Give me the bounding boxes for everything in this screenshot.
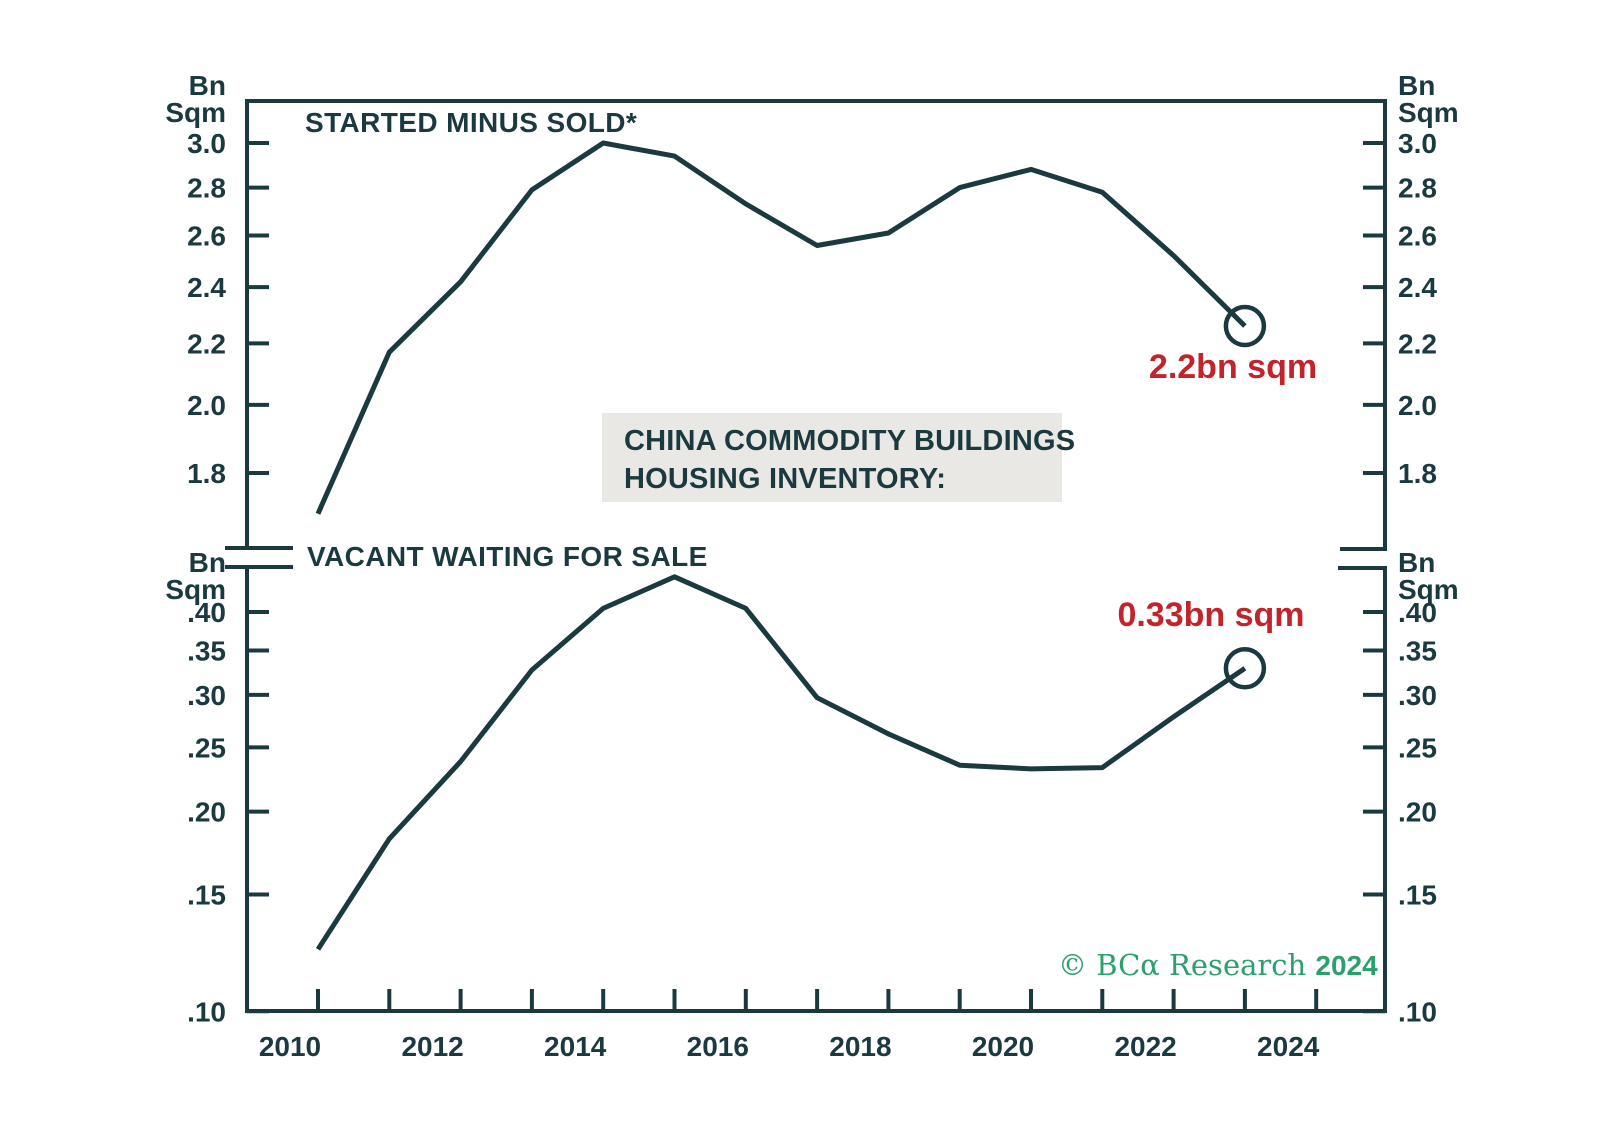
y-tick-label: .20	[187, 797, 226, 828]
x-tick-label: 2024	[1257, 1031, 1320, 1062]
vacant-waiting-for-sale-end-marker	[1223, 647, 1267, 690]
y-tick-label: 2.4	[1398, 272, 1437, 303]
y-tick-label: 2.6	[1398, 220, 1437, 251]
y-tick-label: .40	[1398, 597, 1437, 628]
y-tick-label: 1.8	[1398, 458, 1437, 489]
y-tick-label: .40	[187, 597, 226, 628]
y-tick-label: 2.4	[187, 272, 226, 303]
unit-label-top-left: Bn Sqm	[130, 70, 226, 128]
started-minus-sold-end-marker	[1223, 304, 1267, 348]
unit-line: Sqm	[1398, 97, 1459, 128]
unit-line: Sqm	[1398, 574, 1459, 605]
y-tick-label: 2.2	[1398, 328, 1437, 359]
y-tick-label: .30	[187, 680, 226, 711]
copyright-year: 2024	[1315, 950, 1378, 981]
unit-label-bottom-right: Bn Sqm	[1398, 547, 1459, 605]
y-tick-label: 1.8	[187, 458, 226, 489]
y-tick-label: 3.0	[187, 128, 226, 159]
y-tick-label: .20	[1398, 797, 1437, 828]
y-tick-label: .10	[1398, 996, 1437, 1027]
figure-title-line2: HOUSING INVENTORY:	[624, 463, 947, 495]
unit-line: Sqm	[165, 97, 226, 128]
bottom-end-annotation: 0.33bn sqm	[1117, 596, 1305, 634]
unit-line: Bn	[1398, 70, 1436, 101]
y-tick-label: 2.0	[1398, 390, 1437, 421]
y-tick-label: 2.8	[187, 173, 226, 204]
top-chart-frame	[245, 99, 1387, 549]
bottom-chart-title: VACANT WAITING FOR SALE	[307, 541, 708, 572]
unit-line: Sqm	[165, 574, 226, 605]
copyright-notice: © BCα Research 2024	[1058, 948, 1378, 982]
x-tick-label: 2018	[829, 1031, 891, 1062]
y-tick-label: 2.2	[187, 328, 226, 359]
y-tick-label: .35	[1398, 635, 1437, 666]
y-tick-label: 3.0	[1398, 128, 1437, 159]
y-tick-label: .30	[1398, 680, 1437, 711]
unit-line: Bn	[1398, 547, 1436, 578]
top-chart-title: STARTED MINUS SOLD*	[305, 107, 638, 138]
y-tick-label: .25	[1398, 732, 1437, 763]
y-tick-label: 2.8	[1398, 173, 1437, 204]
unit-label-top-right: Bn Sqm	[1398, 70, 1459, 128]
unit-label-bottom-left: Bn Sqm	[130, 547, 226, 605]
x-tick-label: 2010	[259, 1031, 321, 1062]
y-tick-label: 2.0	[187, 390, 226, 421]
started-minus-sold-line	[315, 140, 1247, 515]
figure-title-box: CHINA COMMODITY BUILDINGS HOUSING INVENT…	[602, 413, 1076, 502]
y-tick-label: .10	[187, 996, 226, 1027]
top-end-annotation: 2.2bn sqm	[1148, 348, 1318, 386]
figure-title-line1: CHINA COMMODITY BUILDINGS	[624, 425, 1076, 457]
x-tick-label: 2012	[401, 1031, 463, 1062]
copyright-brand: © BCα Research	[1058, 948, 1307, 982]
x-tick-label: 2020	[972, 1031, 1034, 1062]
x-tick-label: 2014	[544, 1031, 607, 1062]
vacant-waiting-for-sale-line	[315, 574, 1247, 951]
unit-line: Bn	[188, 547, 226, 578]
unit-line: Bn	[188, 70, 226, 101]
y-tick-label: 2.6	[187, 220, 226, 251]
x-tick-label: 2022	[1114, 1031, 1176, 1062]
y-tick-label: .15	[1398, 879, 1437, 910]
x-tick-label: 2016	[687, 1031, 749, 1062]
y-tick-label: .25	[187, 732, 226, 763]
y-tick-label: .15	[187, 879, 226, 910]
y-tick-label: .35	[187, 635, 226, 666]
